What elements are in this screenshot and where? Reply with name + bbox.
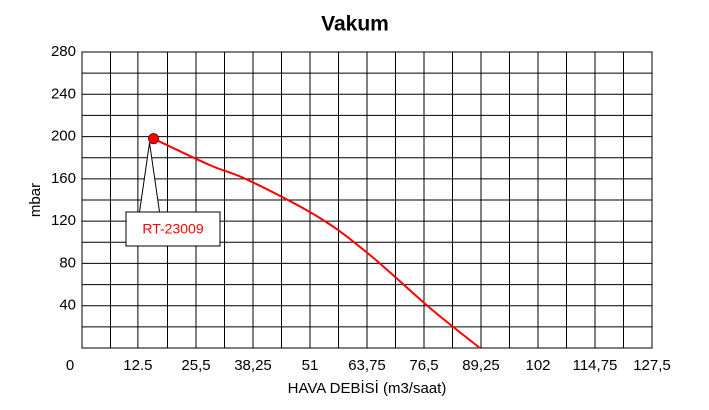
- y-tick-label: 160: [51, 170, 76, 187]
- x-tick-label: 25,5: [181, 357, 210, 374]
- x-tick-label: 12.5: [123, 357, 152, 374]
- point-marker: [148, 133, 160, 145]
- x-tick-label: 127,5: [633, 357, 671, 374]
- callout-pointer: [139, 142, 161, 213]
- x-tick-label: 63,75: [348, 357, 386, 374]
- x-tick-label: 114,75: [573, 357, 618, 374]
- x-tick-label: 0: [66, 357, 74, 374]
- y-tick-label: 120: [51, 212, 76, 229]
- x-tick-label: 51: [302, 357, 319, 374]
- x-tick-label: 76,5: [409, 357, 438, 374]
- x-tick-label: 38,25: [234, 357, 272, 374]
- line: [153, 137, 481, 349]
- x-axis-label: HAVA DEBİSİ (m3/saat): [288, 379, 447, 397]
- plot-frame: [81, 51, 653, 349]
- y-tick-label: 200: [51, 128, 76, 145]
- y-axis-label: mbar: [27, 183, 44, 217]
- y-tick-label: 240: [51, 85, 76, 102]
- callout-label: RT-23009: [142, 221, 203, 237]
- y-tick-label: 280: [51, 43, 76, 60]
- x-tick-label: 102: [525, 357, 550, 374]
- y-tick-label: 80: [59, 254, 76, 271]
- chart-title: Vakum: [321, 13, 389, 36]
- x-tick-label: 89,25: [462, 357, 500, 374]
- y-tick-label: 40: [59, 297, 76, 314]
- callout-box: [125, 211, 221, 247]
